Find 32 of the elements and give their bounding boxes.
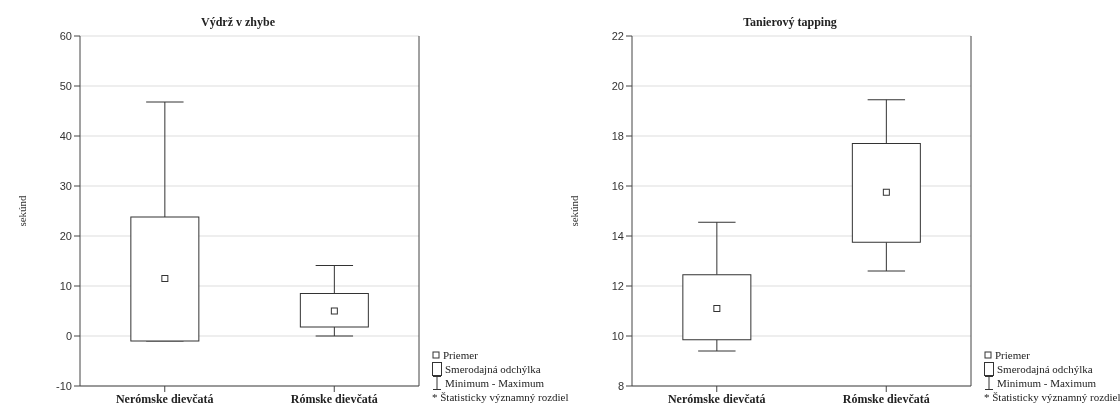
y-axis-title: sekúnd (567, 194, 580, 227)
y-tick-label: 10 (611, 329, 624, 342)
text: Priemer (443, 348, 478, 362)
y-tick-label: 14 (611, 229, 624, 242)
text: * Štatisticky významný rozdiel (432, 390, 569, 404)
y-tick-label: 30 (59, 179, 72, 192)
y-tick-label: 16 (611, 179, 624, 192)
text: Minimum - Maximum (445, 376, 544, 390)
y-tick-label: 40 (59, 129, 72, 142)
y-tick-label: 22 (611, 29, 624, 42)
y-tick-label: 0 (65, 329, 72, 342)
text: * Štatisticky významný rozdiel (984, 390, 1120, 404)
chart-title: Výdrž v zhybe (201, 15, 276, 29)
x-tick-label: Nerómske dievčatá (667, 391, 766, 406)
text: Smerodajná odchýlka (997, 362, 1093, 376)
y-tick-label: 20 (611, 79, 624, 92)
y-tick-label: 18 (611, 129, 624, 142)
x-tick-label: Rómske dievčatá (842, 391, 930, 406)
x-tick-label: Rómske dievčatá (290, 391, 378, 406)
y-tick-label: 50 (59, 79, 72, 92)
y-tick-label: 60 (59, 29, 72, 42)
y-axis-title: sekúnd (15, 194, 28, 227)
chart-title: Tanierový tapping (743, 15, 837, 29)
text: Minimum - Maximum (997, 376, 1096, 390)
y-tick-label: 8 (617, 379, 624, 392)
y-tick-label: 12 (611, 279, 624, 292)
y-tick-label: 10 (59, 279, 72, 292)
y-tick-label: -10 (56, 379, 72, 392)
text: Smerodajná odchýlka (445, 362, 541, 376)
y-tick-label: 20 (59, 229, 72, 242)
text: Priemer (995, 348, 1030, 362)
x-tick-label: Nerómske dievčatá (115, 391, 214, 406)
